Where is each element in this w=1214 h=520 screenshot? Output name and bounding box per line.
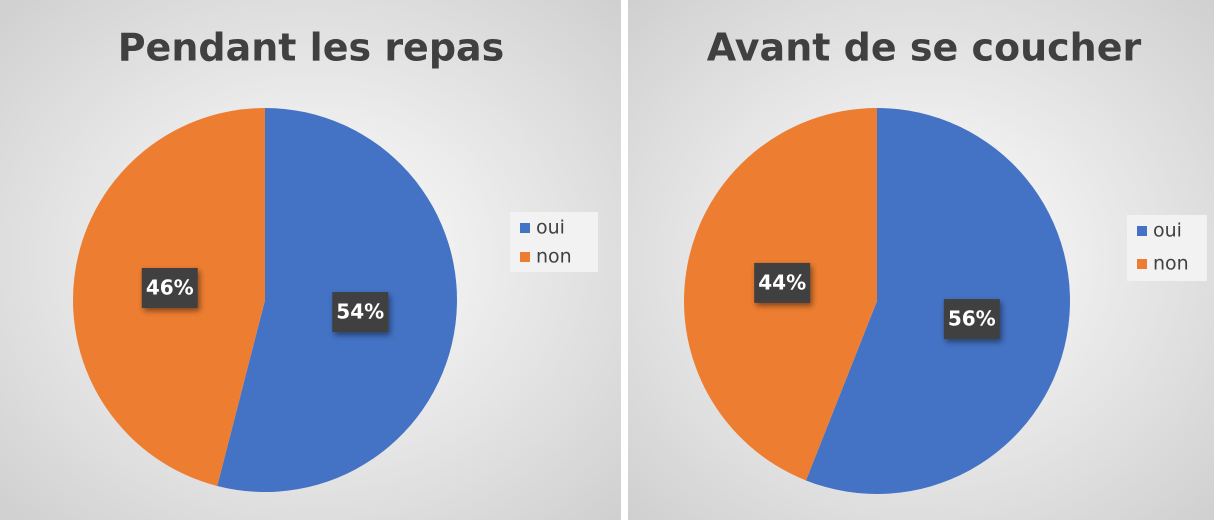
legend-label: oui: [536, 217, 565, 239]
pie-slice: [805, 108, 1070, 494]
legend-swatch: [1137, 259, 1147, 269]
chart-title: Avant de se coucher: [707, 26, 1142, 70]
label-box: [943, 299, 1000, 340]
data-label: 46%: [146, 275, 194, 299]
chart-title: Pendant les repas: [118, 26, 505, 70]
data-label: 44%: [758, 270, 806, 294]
legend-label: non: [536, 246, 572, 268]
legend-label: oui: [1153, 220, 1182, 242]
legend-swatch: [520, 252, 530, 262]
label-box: [754, 262, 811, 303]
legend-swatch: [520, 223, 530, 233]
data-label: 54%: [336, 300, 384, 324]
label-box: [332, 292, 389, 333]
legend-label: non: [1153, 253, 1189, 275]
label-box: [141, 267, 198, 308]
legend-swatch: [1137, 226, 1147, 236]
data-label: 56%: [948, 307, 996, 331]
